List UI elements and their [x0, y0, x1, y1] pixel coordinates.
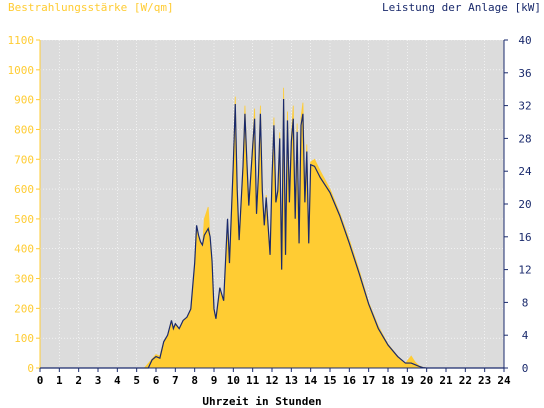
x-tick-label: 2: [75, 374, 82, 387]
right-tick-label: 12: [518, 264, 531, 277]
x-tick-label: 14: [304, 374, 318, 387]
x-tick-label: 21: [439, 374, 453, 387]
right-tick-label: 16: [518, 231, 531, 244]
left-tick-label: 400: [14, 243, 34, 256]
x-tick-label: 10: [227, 374, 240, 387]
right-tick-label: 28: [518, 132, 531, 145]
left-tick-label: 0: [27, 362, 34, 375]
x-axis-ticks: 0 1 2 3 4 5 6 7 8 9 10 11 12 13 14 15 16 17 18 19 20 21 22 23 24: [37, 368, 511, 387]
left-tick-label: 1000: [8, 64, 35, 77]
left-axis-ticks: 0 100 200 300 400 500 600 700 800 900 1000 1100: [8, 34, 40, 375]
right-tick-label: 36: [518, 67, 531, 80]
x-tick-label: 16: [343, 374, 357, 387]
x-tick-label: 20: [420, 374, 433, 387]
left-tick-label: 200: [14, 302, 34, 315]
right-tick-label: 40: [518, 34, 531, 47]
x-tick-label: 3: [95, 374, 102, 387]
left-tick-label: 1100: [8, 34, 35, 47]
x-tick-label: 11: [246, 374, 260, 387]
right-tick-label: 0: [522, 362, 529, 375]
x-tick-label: 24: [497, 374, 511, 387]
x-tick-label: 22: [459, 374, 472, 387]
left-axis-title: Bestrahlungsstärke [W/qm]: [8, 1, 174, 14]
left-tick-label: 300: [14, 273, 34, 286]
power-line: [40, 99, 504, 369]
left-tick-label: 100: [14, 332, 34, 345]
x-tick-label: 6: [153, 374, 160, 387]
x-tick-label: 15: [323, 374, 336, 387]
x-tick-label: 18: [381, 374, 394, 387]
x-tick-label: 23: [478, 374, 491, 387]
left-tick-label: 900: [14, 94, 34, 107]
right-tick-label: 32: [518, 100, 531, 113]
right-tick-label: 20: [518, 198, 531, 211]
x-tick-label: 4: [114, 374, 121, 387]
right-tick-label: 4: [522, 329, 529, 342]
x-axis-title: Uhrzeit in Stunden: [202, 395, 321, 408]
x-tick-label: 8: [191, 374, 198, 387]
x-tick-label: 0: [37, 374, 44, 387]
left-tick-label: 600: [14, 183, 34, 196]
x-tick-label: 9: [211, 374, 218, 387]
left-tick-label: 700: [14, 153, 34, 166]
x-tick-label: 13: [285, 374, 298, 387]
x-tick-label: 17: [362, 374, 375, 387]
x-tick-label: 19: [401, 374, 414, 387]
left-tick-label: 500: [14, 213, 34, 226]
right-tick-label: 8: [522, 296, 529, 309]
x-tick-label: 1: [56, 374, 63, 387]
x-tick-label: 5: [133, 374, 140, 387]
right-axis-ticks: 0 4 8 12 16 20 24 28 32 36 40: [504, 34, 532, 375]
x-tick-label: 12: [265, 374, 278, 387]
right-tick-label: 24: [518, 165, 532, 178]
right-axis-title: Leistung der Anlage [kW]: [382, 1, 541, 14]
left-tick-label: 800: [14, 123, 34, 136]
x-tick-label: 7: [172, 374, 179, 387]
